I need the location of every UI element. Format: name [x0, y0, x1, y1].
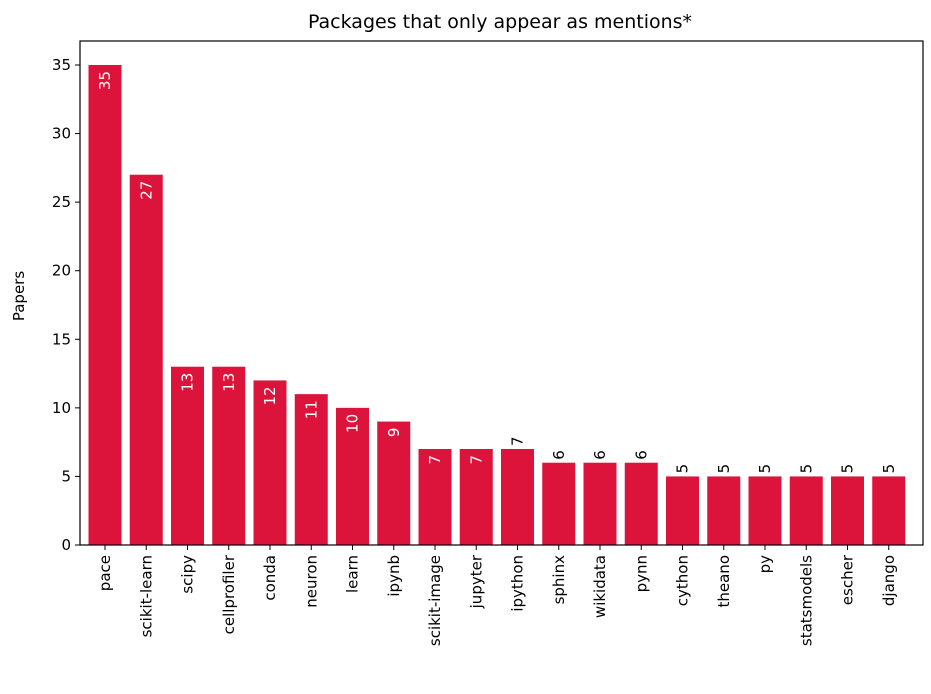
x-tick-label: learn: [344, 555, 362, 593]
y-axis-label: Papers: [10, 271, 28, 321]
bar-scipy: [171, 366, 204, 545]
y-tick-label: 25: [52, 193, 71, 211]
x-tick-label: ipynb: [385, 555, 403, 597]
x-tick-label: ipython: [509, 555, 527, 612]
y-tick-label: 35: [52, 56, 71, 74]
bar-ipynb: [377, 421, 411, 545]
x-tick-label: django: [880, 555, 898, 606]
bar-value-label: 13: [220, 373, 238, 392]
bar-value-label: 5: [674, 464, 692, 474]
y-tick-label: 0: [61, 536, 71, 554]
bar-cython: [666, 476, 699, 545]
bar-jupyter: [459, 449, 493, 545]
y-tick-label: 15: [52, 330, 71, 348]
x-tick-label: statsmodels: [797, 555, 815, 646]
bar-value-label: 7: [426, 455, 444, 465]
bar-value-label: 10: [344, 414, 362, 433]
bar-django: [872, 476, 906, 545]
bar-value-label: 7: [509, 436, 527, 446]
x-tick-label: scipy: [179, 555, 197, 594]
bar-value-label: 5: [756, 464, 774, 474]
x-tick-label: cellprofiler: [220, 554, 238, 634]
y-tick-label: 5: [61, 467, 71, 485]
bar-sphinx: [542, 462, 576, 545]
bar-neuron: [294, 394, 328, 545]
bar-conda: [253, 380, 287, 545]
bar-value-label: 13: [179, 373, 197, 392]
bar-statsmodels: [789, 476, 823, 545]
bar-value-label: 11: [302, 400, 320, 419]
bar-pace: [88, 65, 122, 545]
bar-value-label: 12: [261, 386, 279, 405]
bar-value-label: 5: [715, 464, 733, 474]
x-tick-label: neuron: [302, 555, 320, 608]
bar-pynn: [624, 462, 658, 545]
bar-scikit-learn: [129, 174, 163, 545]
bar-value-label: 7: [467, 455, 485, 465]
x-tick-label: cython: [674, 555, 692, 606]
bar-value-label: 5: [880, 464, 898, 474]
x-tick-label: conda: [261, 555, 279, 601]
x-tick-label: theano: [715, 555, 733, 608]
plot-frame: [79, 40, 924, 546]
bar-value-label: 35: [96, 71, 114, 90]
y-tick-label: 30: [52, 125, 71, 143]
bar-value-label: 6: [632, 450, 650, 460]
x-tick-label: py: [756, 555, 774, 574]
bar-cellprofiler: [212, 366, 246, 545]
y-axis: 0 5 10 15 20 25 30 35: [52, 56, 80, 554]
bar-escher: [831, 476, 864, 545]
bar-theano: [707, 476, 741, 545]
bar-value-label: 6: [550, 450, 568, 460]
y-tick-label: 10: [52, 399, 71, 417]
bar-value-label: 5: [797, 464, 815, 474]
x-axis: pace scikit-learn scipy cellprofiler conda ne…: [96, 545, 898, 646]
x-tick-label: pynn: [632, 555, 650, 592]
x-tick-label: scikit-learn: [137, 555, 155, 637]
bar-py: [748, 476, 782, 545]
x-tick-label: sphinx: [550, 555, 568, 605]
bar-value-label: 5: [839, 464, 857, 474]
bar-scikit-image: [418, 449, 452, 545]
x-tick-label: pace: [96, 555, 114, 591]
bar-value-label: 27: [137, 181, 155, 200]
bar-wikidata: [583, 462, 617, 545]
chart-title: Packages that only appear as mentions*: [308, 11, 692, 33]
x-tick-label: escher: [839, 554, 857, 605]
bar-value-label: 9: [385, 428, 403, 438]
bar-value-label: 6: [591, 450, 609, 460]
x-tick-label: jupyter: [467, 554, 485, 609]
y-tick-label: 20: [52, 262, 71, 280]
x-tick-label: wikidata: [591, 555, 609, 618]
bars: 35 27 13 13 12 11 10 9 7 7 7 6 6 6 5 5 5 5 5 5: [88, 65, 906, 545]
x-tick-label: scikit-image: [426, 555, 444, 646]
bar-ipython: [501, 449, 534, 545]
bar-learn: [336, 407, 369, 545]
